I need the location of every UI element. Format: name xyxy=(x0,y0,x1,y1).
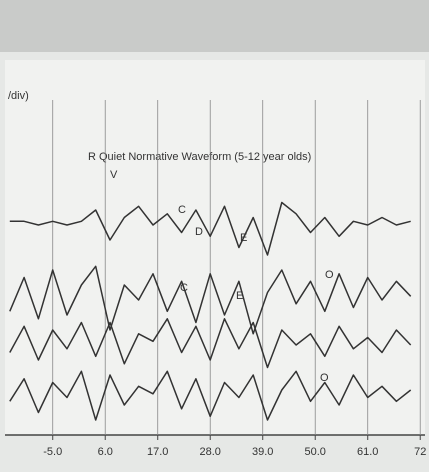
x-tick-label: -5.0 xyxy=(43,446,62,458)
x-tick-label: 39.0 xyxy=(252,446,273,458)
x-tick-label: 72 xyxy=(414,446,426,458)
x-tick-label: 17.0 xyxy=(147,446,168,458)
waveform xyxy=(9,265,412,335)
x-tick-label: 28.0 xyxy=(200,446,221,458)
wave-annotation: O xyxy=(320,372,329,384)
wave-annotation: E xyxy=(236,290,243,302)
screen-frame xyxy=(0,0,429,52)
wave-annotation: O xyxy=(325,269,334,281)
x-tick-label: 50.0 xyxy=(305,446,326,458)
waveform xyxy=(9,201,411,256)
axis-label: /div) xyxy=(8,90,29,102)
wave-annotation: V xyxy=(110,169,118,181)
chart-title: R Quiet Normative Waveform (5-12 year ol… xyxy=(88,151,311,163)
waveform xyxy=(9,370,412,421)
x-tick-label: 6.0 xyxy=(98,446,113,458)
wave-annotation: D xyxy=(195,226,203,238)
wave-annotation: E xyxy=(240,232,247,244)
wave-annotation: C xyxy=(178,204,186,216)
x-tick-label: 61.0 xyxy=(357,446,378,458)
waveform xyxy=(9,318,412,369)
plot-area xyxy=(5,60,425,435)
wave-annotation: C xyxy=(180,282,188,294)
